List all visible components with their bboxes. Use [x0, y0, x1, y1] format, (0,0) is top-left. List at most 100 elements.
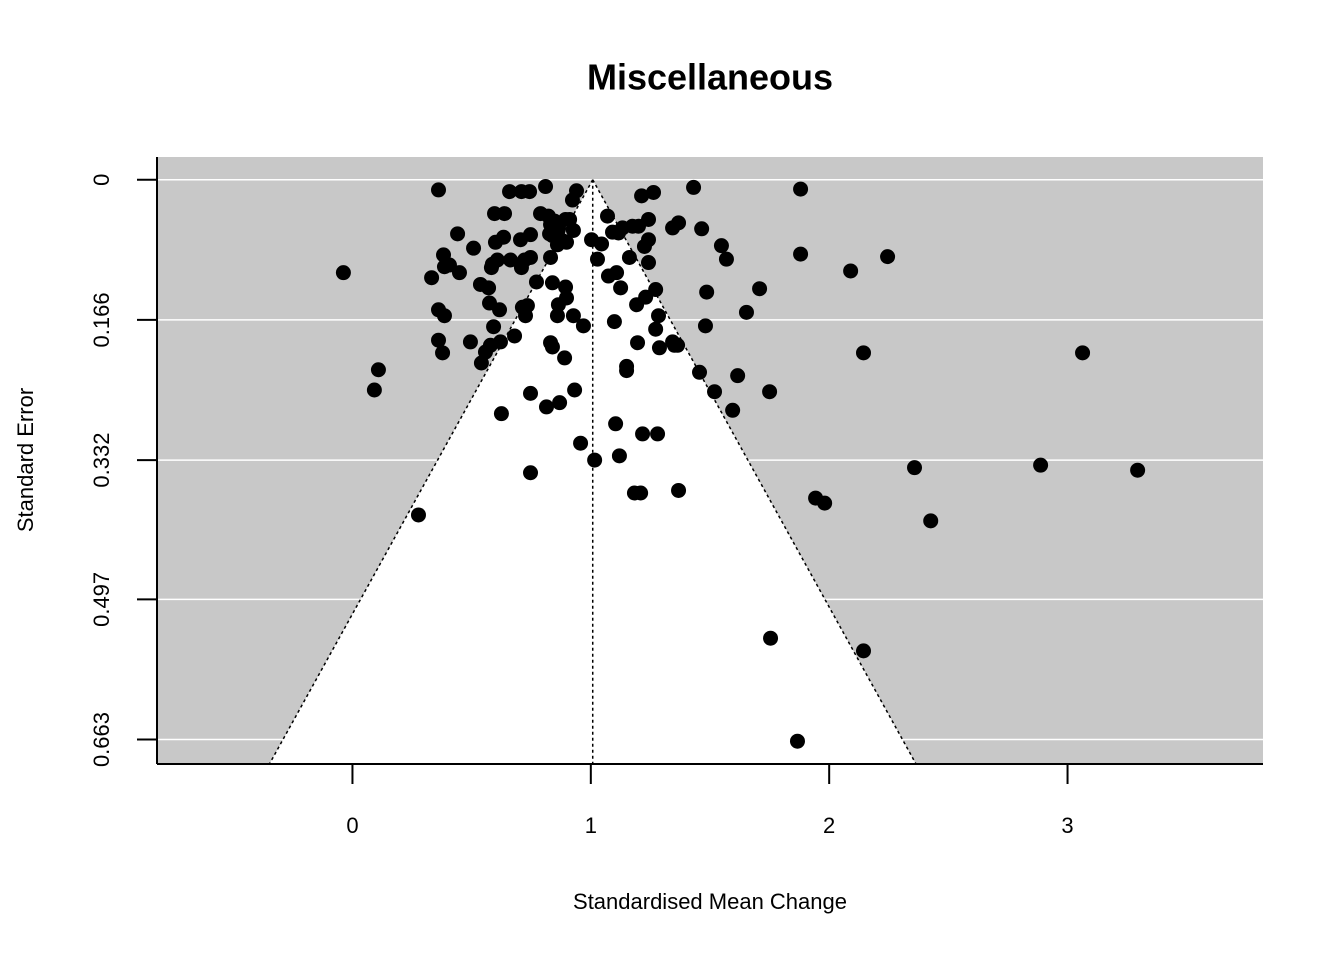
point — [752, 281, 768, 297]
point — [559, 234, 575, 250]
point — [793, 246, 809, 262]
point — [621, 249, 637, 265]
point — [565, 308, 581, 324]
point — [424, 270, 440, 286]
point — [538, 179, 554, 195]
y-tick-label: 0.332 — [89, 433, 114, 488]
point — [641, 211, 657, 227]
point — [558, 279, 574, 295]
point — [648, 321, 664, 337]
point — [670, 337, 686, 353]
point — [473, 355, 489, 371]
point — [436, 308, 452, 324]
point — [496, 229, 512, 245]
point — [856, 345, 872, 361]
point — [650, 426, 666, 442]
y-tick-label: 0.166 — [89, 292, 114, 347]
point — [528, 274, 544, 290]
point — [671, 482, 687, 498]
point — [738, 304, 754, 320]
point — [589, 251, 605, 267]
point — [335, 265, 351, 281]
point — [552, 395, 568, 411]
point — [573, 435, 589, 451]
point — [646, 184, 662, 200]
y-axis-title: Standard Error — [13, 388, 38, 532]
point — [544, 275, 560, 291]
point — [466, 240, 482, 256]
point — [481, 280, 497, 296]
point — [641, 232, 657, 248]
point — [594, 236, 610, 252]
point — [567, 382, 583, 398]
point — [609, 265, 625, 281]
point — [686, 179, 702, 195]
point — [630, 335, 646, 351]
point — [633, 485, 649, 501]
point — [880, 249, 896, 265]
point — [641, 255, 657, 271]
x-tick-label: 0 — [346, 813, 358, 838]
point — [608, 416, 624, 432]
point — [557, 350, 573, 366]
point — [707, 384, 723, 400]
point — [370, 362, 386, 378]
point — [492, 302, 508, 318]
point — [694, 221, 710, 237]
point — [713, 238, 729, 254]
point — [486, 319, 502, 335]
point — [523, 227, 539, 243]
point — [613, 280, 629, 296]
point — [522, 184, 538, 200]
point — [606, 314, 622, 330]
point — [523, 385, 539, 401]
point — [489, 252, 505, 268]
point — [431, 182, 447, 198]
point — [410, 507, 426, 523]
point — [507, 328, 523, 344]
point — [907, 460, 923, 476]
point — [492, 334, 508, 350]
point — [493, 406, 509, 422]
point — [451, 265, 467, 281]
point — [450, 226, 466, 242]
point — [648, 282, 664, 298]
point — [462, 334, 478, 350]
point — [793, 181, 809, 197]
point — [366, 382, 382, 398]
point — [699, 284, 715, 300]
point — [730, 368, 746, 384]
point — [549, 308, 565, 324]
point — [497, 206, 513, 222]
plot-area — [157, 157, 1263, 764]
x-tick-label: 1 — [585, 813, 597, 838]
point — [789, 733, 805, 749]
point — [513, 260, 529, 276]
point — [600, 208, 616, 224]
point — [523, 465, 539, 481]
point — [671, 215, 687, 231]
point — [519, 298, 535, 314]
point — [435, 345, 451, 361]
point — [635, 426, 651, 442]
point — [575, 318, 591, 334]
point — [587, 452, 603, 468]
point — [544, 339, 560, 355]
point — [569, 183, 585, 199]
point — [565, 222, 581, 238]
point — [538, 399, 554, 415]
point — [543, 249, 559, 265]
point — [1075, 345, 1091, 361]
point — [725, 402, 741, 418]
funnel-region — [269, 179, 917, 764]
x-tick-label: 2 — [823, 813, 835, 838]
point — [817, 495, 833, 511]
point — [634, 188, 650, 204]
point — [1130, 462, 1146, 478]
x-tick-label: 3 — [1061, 813, 1073, 838]
point — [619, 363, 635, 379]
point — [923, 513, 939, 529]
point — [697, 318, 713, 334]
chart-title: Miscellaneous — [587, 57, 833, 98]
